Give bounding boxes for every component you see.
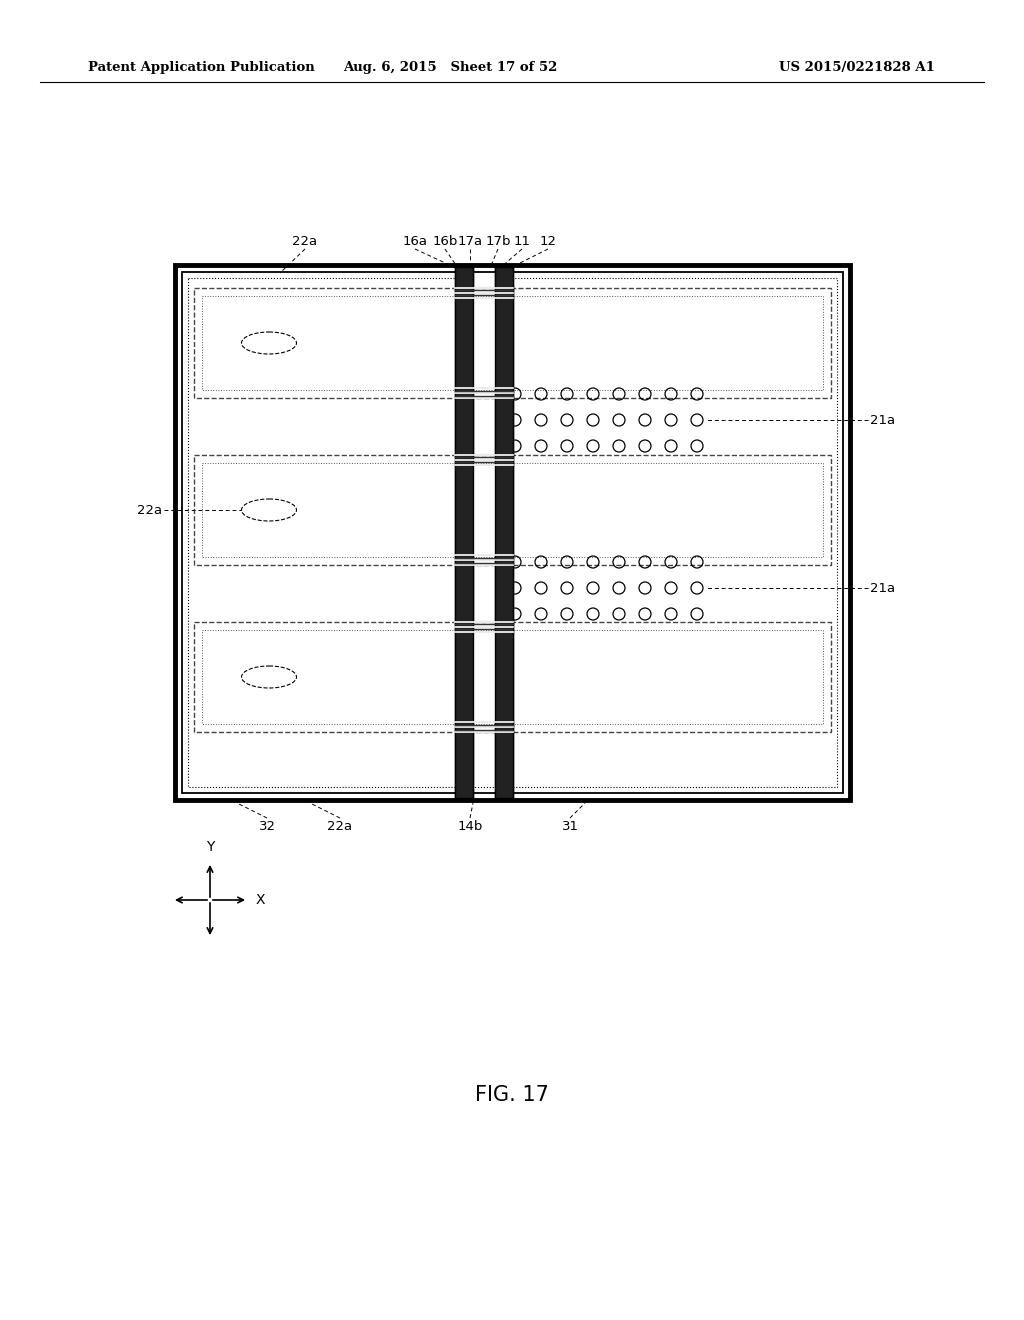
- Bar: [473, 634, 495, 721]
- Bar: [202, 630, 823, 723]
- Bar: [495, 267, 513, 799]
- Bar: [194, 455, 831, 565]
- Ellipse shape: [242, 667, 297, 688]
- Text: 22a: 22a: [137, 503, 162, 516]
- Text: 21a: 21a: [870, 413, 895, 426]
- Bar: [473, 300, 495, 387]
- Bar: [455, 267, 473, 799]
- Bar: [194, 288, 831, 399]
- Text: 21a: 21a: [870, 582, 895, 594]
- Text: 11: 11: [513, 235, 530, 248]
- Bar: [495, 267, 513, 799]
- Text: 31: 31: [561, 820, 579, 833]
- Bar: [175, 265, 850, 800]
- Text: US 2015/0221828 A1: US 2015/0221828 A1: [779, 62, 935, 74]
- Bar: [182, 272, 843, 793]
- Text: Patent Application Publication: Patent Application Publication: [88, 62, 314, 74]
- Text: 22a: 22a: [293, 235, 317, 248]
- Text: Y: Y: [206, 840, 214, 854]
- Text: 14b: 14b: [458, 820, 482, 833]
- Text: 17b: 17b: [485, 235, 511, 248]
- Text: 12: 12: [540, 235, 556, 248]
- Text: 16b: 16b: [432, 235, 458, 248]
- Bar: [194, 622, 831, 733]
- Text: 17a: 17a: [458, 235, 482, 248]
- Bar: [188, 279, 837, 787]
- Text: 16a: 16a: [402, 235, 427, 248]
- Ellipse shape: [242, 499, 297, 521]
- Bar: [455, 267, 473, 799]
- Text: 32: 32: [258, 820, 275, 833]
- Ellipse shape: [242, 333, 297, 354]
- Text: FIG. 17: FIG. 17: [475, 1085, 549, 1105]
- Text: 22a: 22a: [328, 820, 352, 833]
- Bar: [473, 466, 495, 554]
- Bar: [202, 296, 823, 389]
- Text: X: X: [256, 894, 265, 907]
- Bar: [202, 463, 823, 557]
- Bar: [455, 279, 513, 787]
- Text: Aug. 6, 2015   Sheet 17 of 52: Aug. 6, 2015 Sheet 17 of 52: [343, 62, 557, 74]
